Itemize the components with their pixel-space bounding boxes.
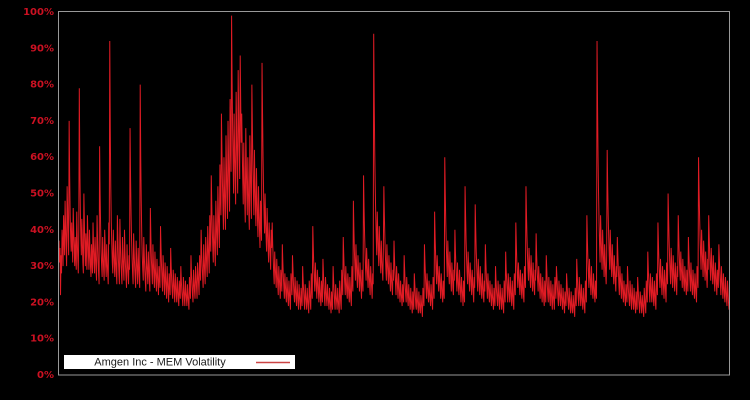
y-axis-tick-label: 90% (30, 43, 54, 54)
y-axis-tick-label: 50% (30, 189, 54, 200)
y-axis-tick-label: 80% (30, 80, 54, 91)
y-axis-tick-label: 30% (30, 261, 54, 272)
y-axis-tick-label: 20% (30, 297, 54, 308)
chart-legend[interactable]: Amgen Inc - MEM Volatility (64, 355, 295, 369)
y-axis-tick-label: 60% (30, 152, 54, 163)
y-axis-tick-label: 10% (30, 334, 54, 345)
legend-background (64, 355, 295, 369)
series-line-0 (58, 15, 730, 317)
y-axis-tick-labels: 0% 10% 20% 30% 40% 50% 60% 70% 80% 90% 100% (23, 7, 54, 381)
plot-area-frame (58, 11, 730, 376)
data-series-layer (58, 15, 730, 317)
y-axis-tick-label: 100% (23, 7, 54, 18)
y-axis-tick-label: 40% (30, 225, 54, 236)
y-axis-tick-label: 70% (30, 116, 54, 127)
legend-series-label: Amgen Inc - MEM Volatility (94, 356, 226, 368)
y-axis-tick-label: 0% (37, 370, 54, 381)
